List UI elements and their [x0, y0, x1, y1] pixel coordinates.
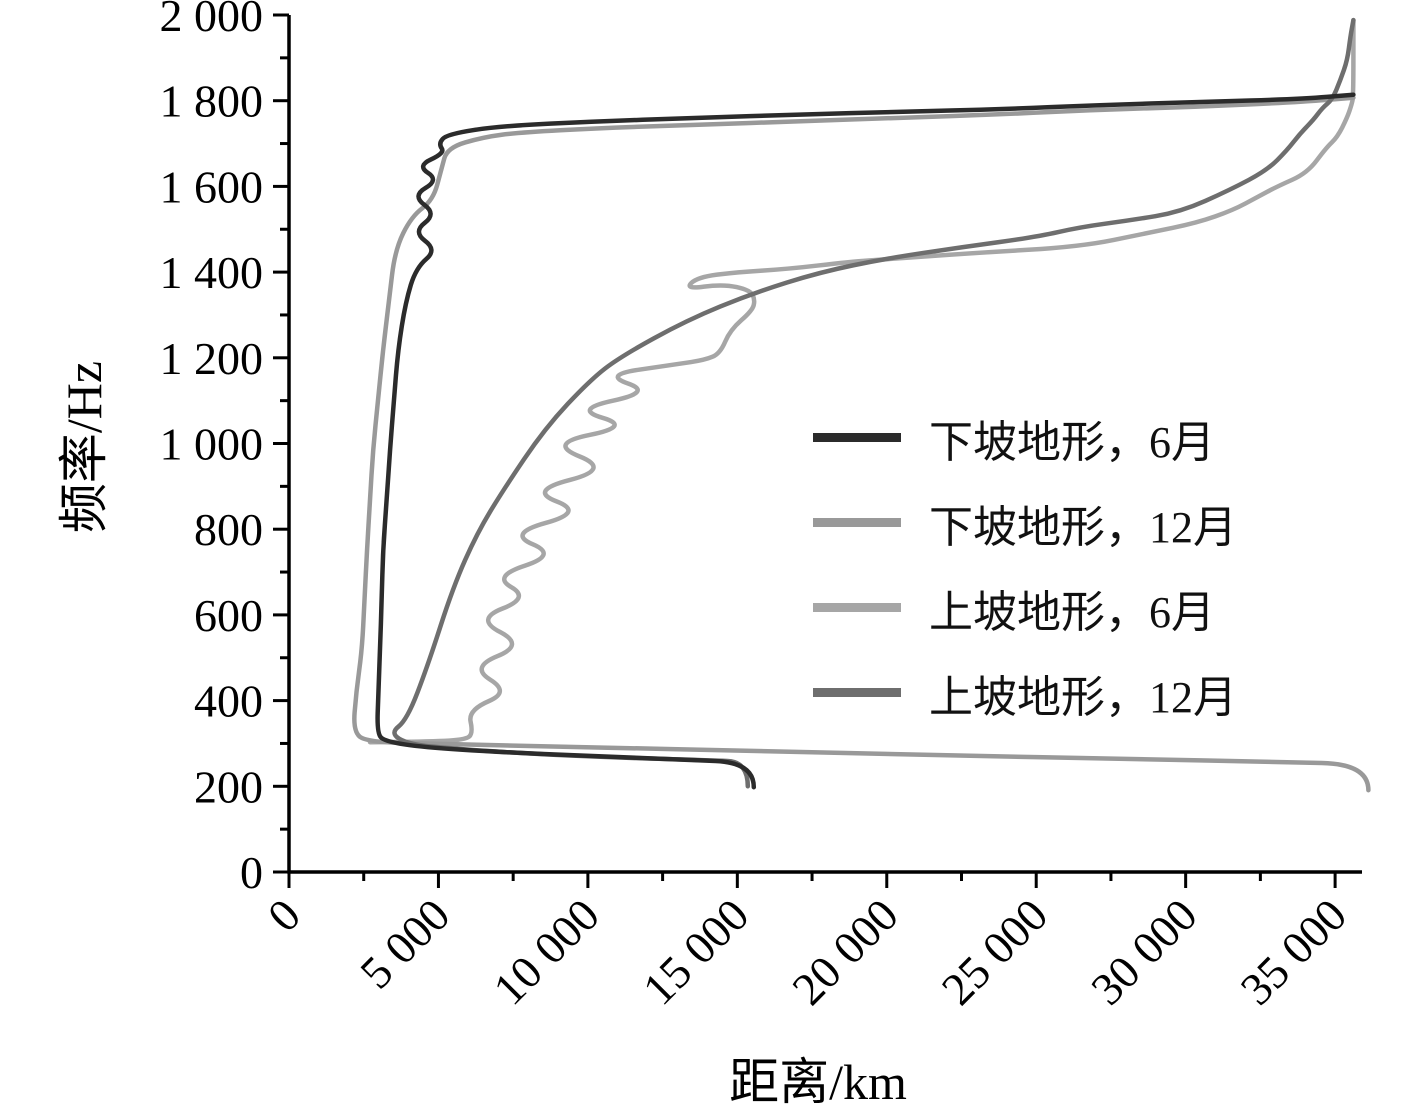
legend-swatch-upslope-jun-icon: [813, 603, 901, 612]
x-tick-label: 20 000: [782, 889, 908, 1015]
y-tick-label: 1 800: [160, 76, 264, 127]
x-tick-label: 35 000: [1231, 889, 1357, 1015]
legend-swatch-downslope-dec-icon: [813, 518, 901, 527]
y-tick-label: 1 200: [160, 333, 264, 384]
legend-row: 下坡地形，12月: [813, 480, 1237, 565]
y-tick-label: 2 000: [160, 0, 264, 41]
series-downslope-jun: [375, 92, 1356, 790]
series-upslope-jun: [367, 17, 1356, 745]
legend-label: 下坡地形，12月: [929, 502, 1237, 552]
series-downslope-dec: [352, 95, 1371, 793]
x-tick-label: 0: [258, 889, 310, 941]
x-tick-label: 5 000: [350, 889, 459, 998]
y-tick-label: 800: [194, 504, 263, 555]
legend-label: 上坡地形，12月: [929, 672, 1237, 722]
x-axis-title: 距离/km: [729, 1054, 907, 1110]
legend-row: 下坡地形，6月: [813, 395, 1237, 480]
y-tick-label: 1 000: [160, 419, 264, 470]
y-tick-label: 600: [194, 590, 263, 641]
y-tick-label: 1 600: [160, 161, 264, 212]
legend: 下坡地形，6月 下坡地形，12月 上坡地形，6月 上坡地形，12月: [813, 395, 1237, 735]
y-tick-label: 1 400: [160, 247, 264, 298]
y-tick-label: 200: [194, 761, 263, 812]
x-tick-label: 15 000: [633, 889, 759, 1015]
legend-swatch-downslope-jun-icon: [813, 433, 901, 442]
legend-row: 上坡地形，12月: [813, 650, 1237, 735]
y-tick-label: 400: [194, 676, 263, 727]
x-tick-label: 30 000: [1081, 889, 1207, 1015]
x-tick-label: 10 000: [483, 889, 609, 1015]
legend-swatch-upslope-dec-icon: [813, 688, 901, 697]
legend-label: 下坡地形，6月: [929, 417, 1215, 467]
x-tick-label: 25 000: [932, 889, 1058, 1015]
y-tick-label: 0: [240, 847, 263, 898]
legend-row: 上坡地形，6月: [813, 565, 1237, 650]
legend-label: 上坡地形，6月: [929, 587, 1215, 637]
y-axis-title: 频率/Hz: [56, 360, 112, 534]
